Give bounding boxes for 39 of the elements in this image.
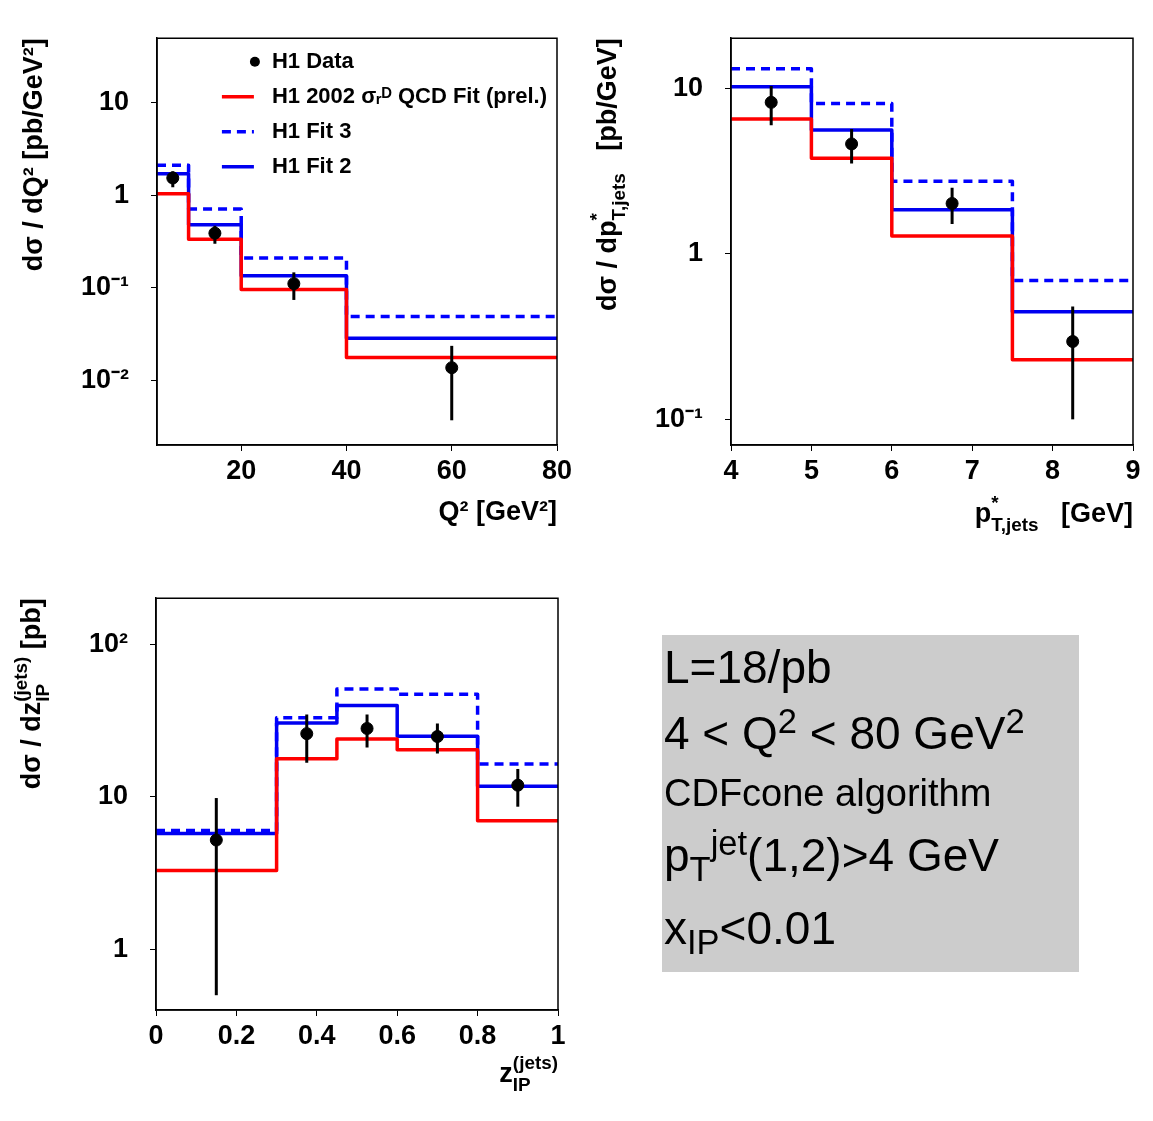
text: p$_{T}$$^{jet}$(1,2)>4 GeV [664, 822, 1000, 891]
x-tick-label: 40 [331, 454, 362, 485]
y-tick-label: 10 [672, 71, 703, 102]
y-tick-label: 10⁻¹ [654, 402, 703, 433]
y-tick-label: 1 [112, 932, 128, 963]
y-tick-label: 1 [687, 237, 703, 268]
x-tick-label: 5 [803, 454, 819, 485]
x-tick-label: 9 [1125, 454, 1141, 485]
x-tick-label: 0.8 [458, 1019, 497, 1050]
x-tick-label: 4 [723, 454, 739, 485]
text: L=18/pb [664, 640, 833, 695]
x-tick-label: 6 [884, 454, 900, 485]
text: CDFcone algorithm [664, 771, 993, 816]
x-tick-label: 7 [964, 454, 980, 485]
text: x$_{IP}$<0.01 [664, 901, 837, 964]
y-tick-label: 10⁻¹ [80, 271, 129, 302]
y-axis-title: dσ / dQ² [pb/GeV²] [18, 38, 48, 272]
x-tick-label: 80 [541, 454, 573, 485]
x-tick-label: 0.2 [217, 1019, 256, 1050]
y-tick-label: 10 [97, 780, 128, 811]
legend-label: H1 Fit 2 [271, 152, 352, 178]
x-tick-label: 20 [226, 454, 257, 485]
x-tick-label: 8 [1045, 454, 1061, 485]
y-tick-label: 10 [98, 86, 129, 117]
y-tick-label: 10⁻² [80, 363, 129, 394]
x-tick-label: 0.6 [378, 1019, 416, 1050]
y-axis-title: dσ / dp*T,jets [pb/GeV] [585, 38, 630, 311]
x-tick-label: 0.4 [298, 1019, 336, 1050]
y-tick-label: 10² [88, 627, 128, 658]
y-tick-label: 1 [113, 178, 129, 209]
text: 4 < Q$^{2}$ < 80 GeV$^{2}$ [664, 700, 1026, 761]
x-tick-label: 60 [436, 454, 467, 485]
legend-label: H1 Fit 3 [271, 117, 352, 143]
legend-label: H1 2002 σᵣᴰ QCD Fit (prel.) [271, 82, 548, 108]
x-tick-label: 0 [148, 1019, 164, 1050]
legend-label: H1 Data [271, 47, 355, 73]
x-tick-label: 1 [550, 1019, 566, 1050]
x-axis-title: Q² [GeV²] [438, 496, 558, 526]
y-axis-title: dσ / dzIP(jets) [pb] [9, 598, 54, 790]
